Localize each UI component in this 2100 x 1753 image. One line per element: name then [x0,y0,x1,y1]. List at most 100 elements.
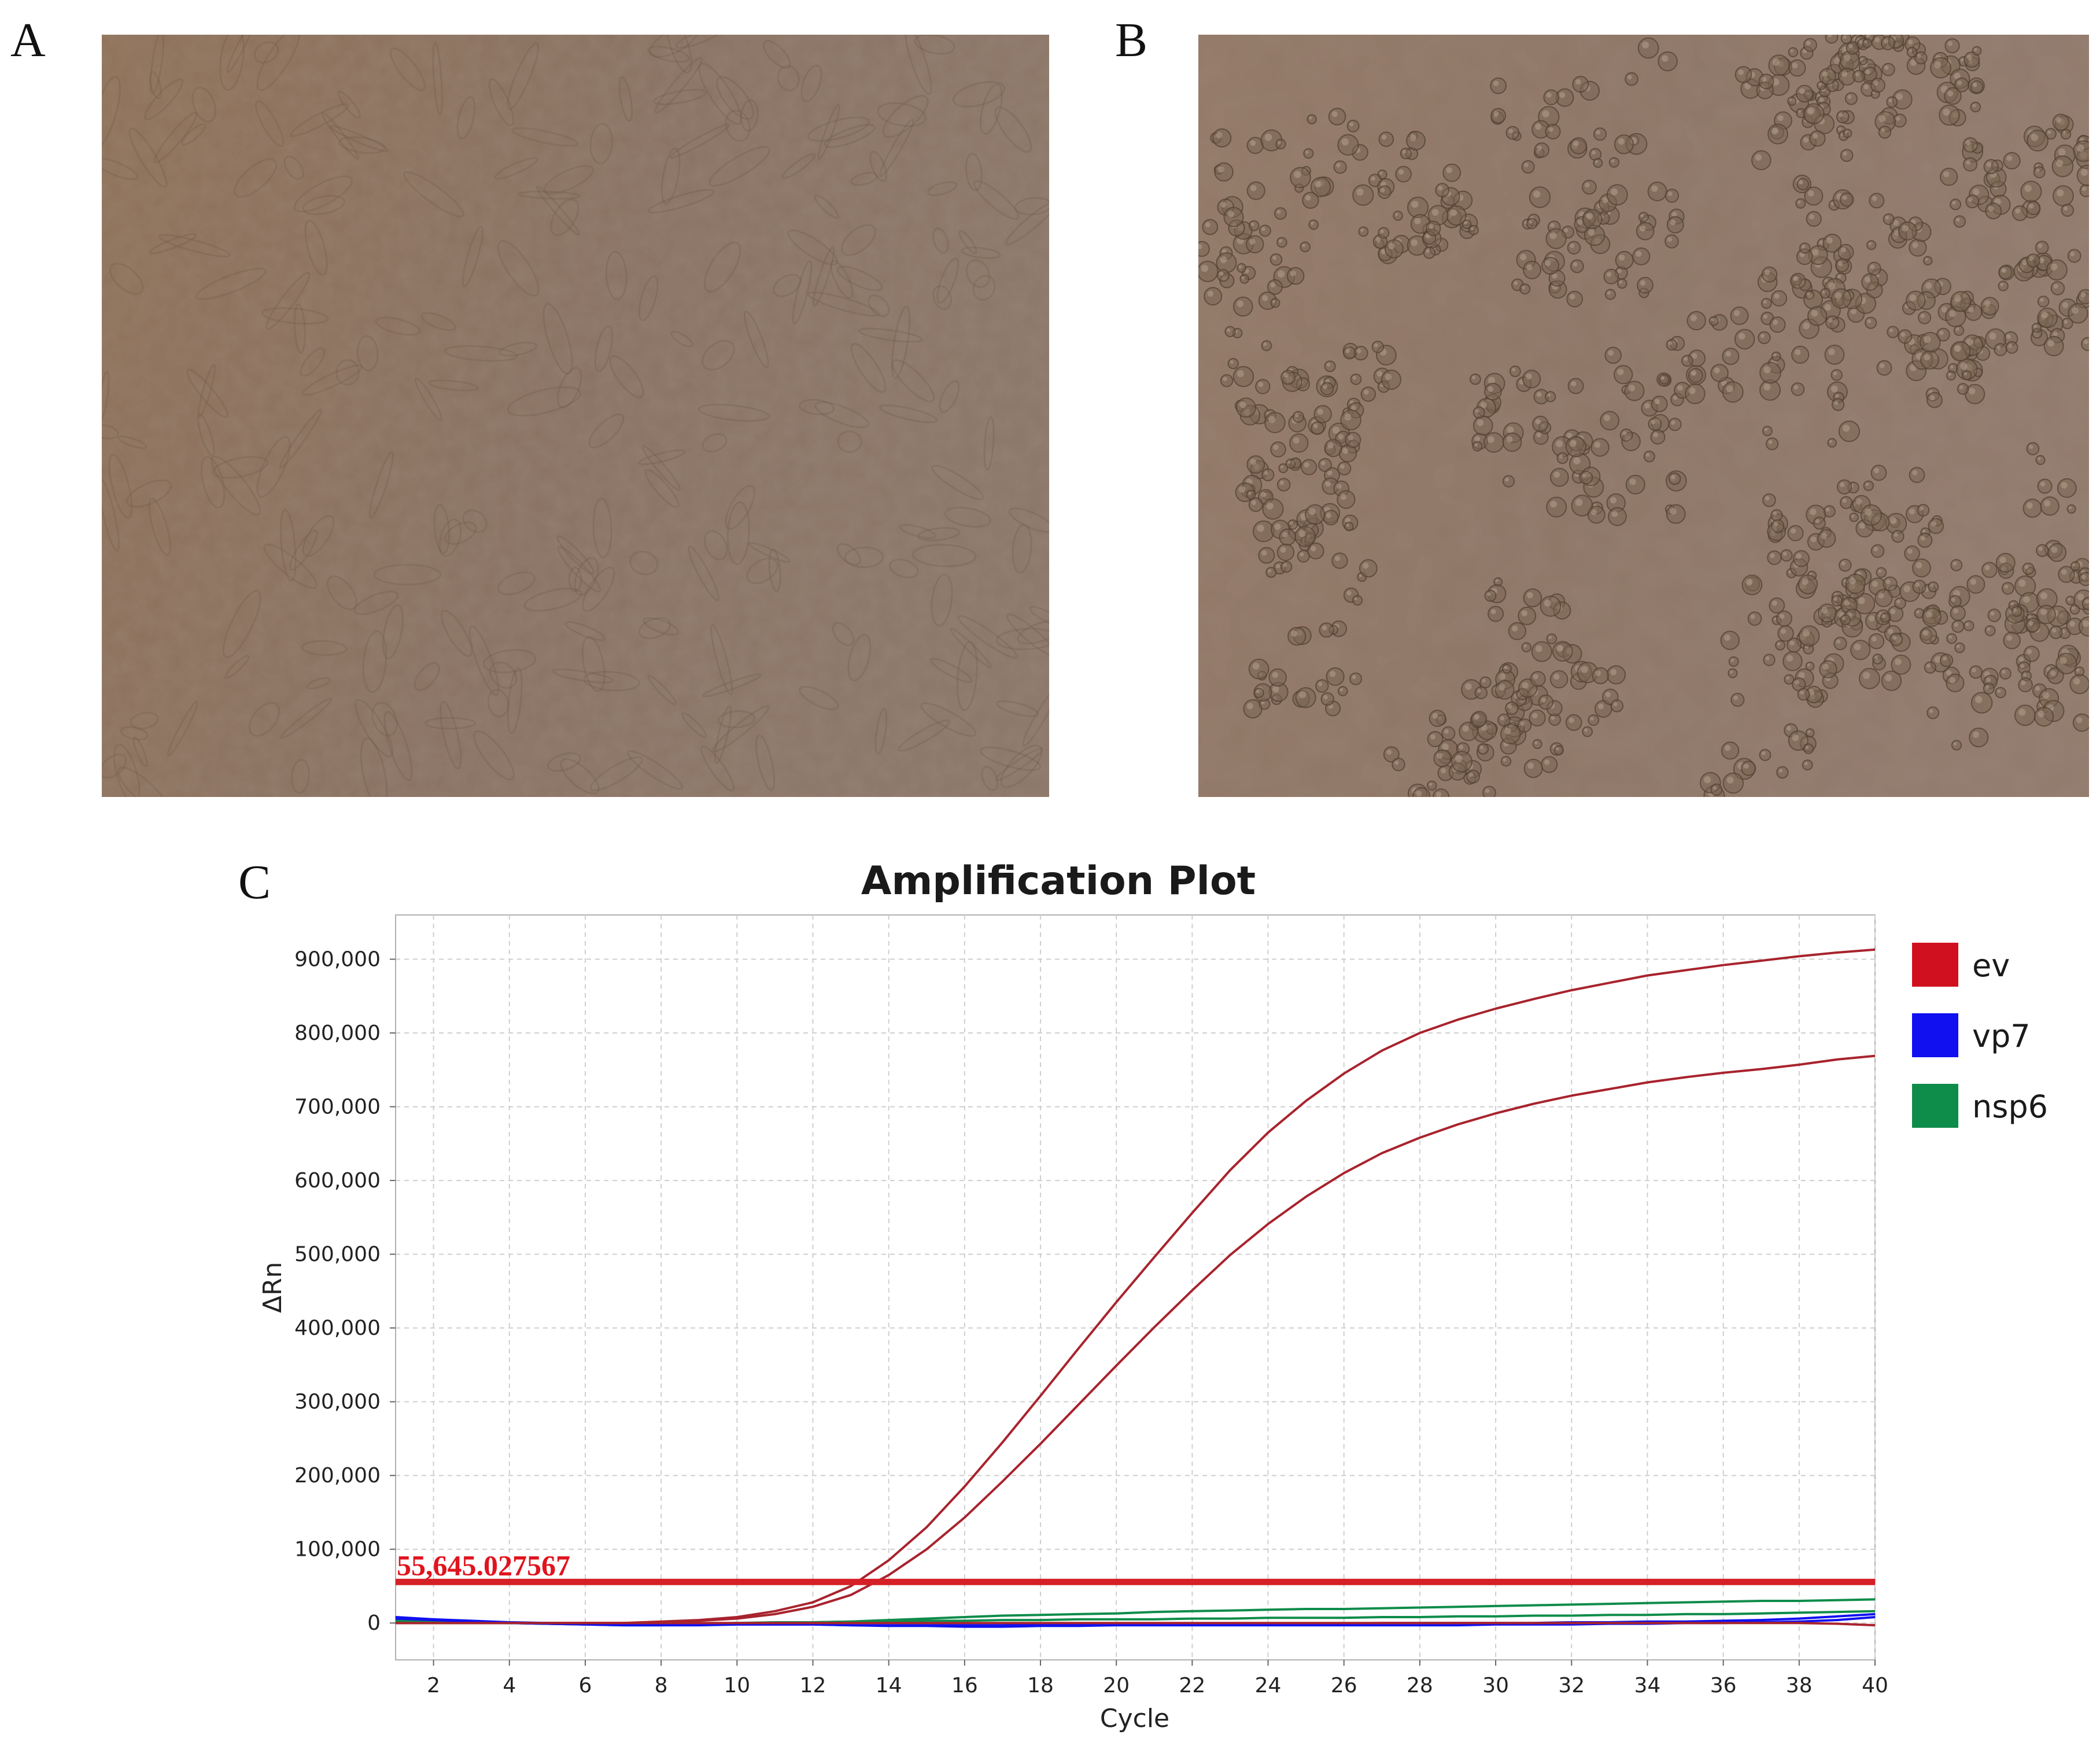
cell-outline [712,705,770,753]
cell-outline [543,165,594,195]
cell-highlight [1893,220,1899,226]
cell-highlight [1425,234,1430,238]
cell-highlight [1835,292,1842,299]
cell-outline [644,468,680,508]
cell-outline [158,234,231,258]
cell-highlight [2050,670,2056,676]
cell-highlight [1575,79,1581,85]
x-tick-label: 2 [427,1674,440,1697]
cell-highlight [1989,332,1996,340]
cell-highlight [1847,95,1852,99]
cell-highlight [1227,211,1234,218]
cell-highlight [1870,264,1875,270]
cell-highlight [1760,334,1765,338]
cell-highlight [1779,614,1785,619]
cell-highlight [1570,243,1574,248]
cell-highlight [1450,209,1457,216]
cell-highlight [1834,400,1839,405]
cell-outline [1006,613,1049,658]
legend-label-ev: ev [1972,947,2010,984]
cell-highlight [1799,180,1803,184]
cell-highlight [1986,677,1991,682]
cell-outline [1000,744,1043,788]
cell-highlight [1308,508,1316,515]
cell-highlight [1873,547,1878,552]
cell-outline [102,76,121,149]
y-tick-label: 900,000 [294,948,381,972]
cell-highlight [1772,58,1780,66]
cell-outline [669,123,730,159]
cell-highlight [1584,728,1588,732]
cell-highlight [1806,40,1811,46]
cell-highlight [1954,622,1958,627]
cell-outline [102,371,110,422]
cell-highlight [1429,783,1433,786]
cell-highlight [1711,318,1714,322]
cell-outline [836,265,883,291]
cell-highlight [1884,65,1889,70]
cell-highlight [1336,163,1341,168]
x-axis-label: Cycle [1100,1704,1169,1733]
cell-highlight [1930,584,1934,588]
cell-highlight [1811,310,1818,317]
cell-highlight [1878,569,1882,573]
cell-outline [879,404,938,423]
y-tick-label: 200,000 [294,1464,381,1488]
cell-highlight [1573,262,1578,267]
cell-highlight [2053,284,2058,289]
cell-highlight [1916,610,1920,614]
cell-highlight [1344,413,1352,420]
cell-highlight [1865,69,1870,75]
microscopy-image-b [1198,35,2089,797]
cell-highlight [1890,608,1896,614]
cell-outline [582,566,615,612]
cell-outline [755,735,776,791]
cell-highlight [1487,436,1494,443]
cell-highlight [1277,270,1285,278]
cell-highlight [1325,481,1331,487]
cell-outline [494,157,538,180]
x-tick-label: 22 [1179,1674,1205,1697]
cell-outline [702,673,762,697]
cell-highlight [1611,159,1615,163]
cell-highlight [1789,640,1795,646]
cell-highlight [1951,597,1955,602]
cell-highlight [2062,131,2066,135]
cell-highlight [1868,242,1872,246]
legend-label-nsp6: nsp6 [1972,1088,2048,1125]
cell-outline [898,719,950,752]
chart-title: Amplification Plot [861,858,1256,904]
cell-highlight [1468,772,1474,777]
cell-outline [414,377,442,422]
cell-highlight [2006,155,2013,161]
cell-highlight [1943,171,1950,178]
cell-highlight [1841,561,1846,566]
cell-highlight [2015,208,2021,214]
cell-outline [927,181,958,196]
cell-highlight [1261,550,1267,556]
cell-outline [979,83,1003,135]
cell-highlight [2023,673,2027,676]
cell-highlight [1941,307,1947,313]
cell-highlight [1972,104,1976,108]
cell-outline [714,705,732,765]
cell-highlight [1872,91,1876,94]
cell-highlight [2018,657,2024,662]
cell-highlight [1939,330,1944,335]
cell-outline [626,750,683,790]
x-tick-label: 28 [1407,1674,1433,1697]
cell-highlight [1843,54,1851,61]
cell-highlight [1902,225,1909,232]
cell-highlight [1730,658,1734,662]
cell-highlight [1929,709,1933,713]
cell-highlight [1988,206,1994,212]
cell-outline [981,766,999,791]
cell-highlight [1577,219,1583,225]
cell-outline [647,46,690,63]
cell-highlight [1984,300,1991,307]
cell-highlight [1651,185,1658,192]
cell-outline [489,661,518,689]
cell-outline [1005,200,1049,245]
cell-outline [360,737,388,797]
